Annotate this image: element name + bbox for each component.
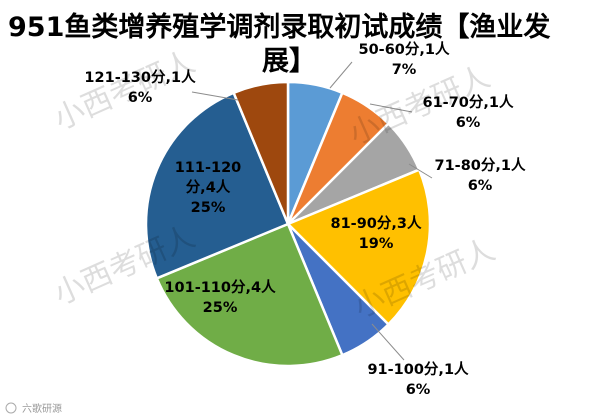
data-label-6: 101-110分,4人 25%	[164, 279, 276, 316]
footer-logo: 六歌研源	[5, 402, 62, 415]
leader-line-5	[371, 323, 405, 361]
data-label-8: 121-130分,1人 6%	[84, 69, 196, 106]
pie-slices	[144, 80, 432, 368]
leader-line-3	[408, 163, 433, 179]
footer-brand: 六歌研源	[22, 402, 62, 415]
data-label-1: 50-60分,1人 7%	[359, 41, 450, 78]
data-label-3: 71-80分,1人 6%	[435, 157, 526, 194]
pie-slice-8	[232, 80, 290, 225]
chart-title-line-1: 951鱼类增养殖学调剂录取初试成绩【渔业发	[8, 11, 550, 43]
leader-line-1	[329, 61, 353, 89]
pie-slice-4	[285, 168, 432, 327]
leader-line-2	[369, 103, 413, 113]
data-label-4: 81-90分,3人 19%	[331, 215, 422, 252]
leader-lines	[191, 61, 433, 361]
watermark-1: 小西考研人	[49, 44, 200, 137]
data-label-7: 111-120 分,4人 25%	[175, 160, 242, 216]
data-labels: 50-60分,1人 7% 61-70分,1人 6% 71-80分,1人 6% 81-90分,…	[84, 41, 526, 398]
footer-logo-icon	[5, 402, 17, 414]
leader-line-8	[191, 91, 239, 101]
chart-title-line-2: 展】	[262, 46, 316, 77]
data-label-2: 61-70分,1人 6%	[423, 94, 514, 131]
data-label-5: 91-100分,1人 6%	[367, 361, 469, 398]
